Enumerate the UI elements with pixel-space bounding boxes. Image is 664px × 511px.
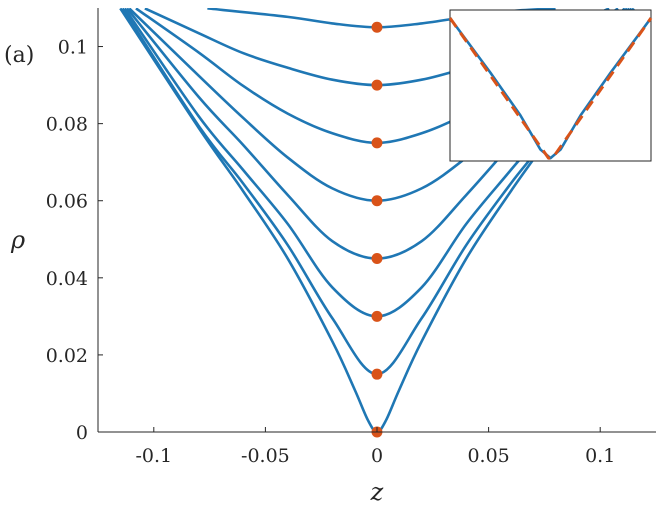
y-tick-label: 0.06 xyxy=(46,191,88,213)
x-tick-label: -0.1 xyxy=(135,445,172,467)
x-tick-label: 0 xyxy=(371,445,383,467)
marker-2 xyxy=(371,310,383,322)
x-axis-label: z xyxy=(370,478,384,506)
x-tick-label: 0.1 xyxy=(585,445,615,467)
y-tick-label: 0 xyxy=(76,422,88,444)
marker-7 xyxy=(371,21,383,33)
marker-3 xyxy=(371,253,383,265)
inset-solid-line xyxy=(448,17,653,160)
inset xyxy=(448,9,653,162)
inset-dashed-line xyxy=(448,17,653,160)
y-tick-label: 0.02 xyxy=(46,345,88,367)
x-ticks: -0.1 -0.05 0 0.05 0.1 xyxy=(135,427,615,467)
x-tick-label: 0.05 xyxy=(467,445,509,467)
y-axis-label: ρ xyxy=(10,226,25,254)
x-tick-label: -0.05 xyxy=(241,445,290,467)
markers xyxy=(371,21,383,438)
inset-frame xyxy=(449,9,652,162)
marker-1 xyxy=(371,368,383,380)
y-ticks: 0 0.02 0.04 0.06 0.08 0.1 xyxy=(46,37,103,444)
panel-label: (a) xyxy=(4,43,34,68)
curve-7 xyxy=(119,8,635,432)
y-tick-label: 0.04 xyxy=(46,268,88,290)
y-tick-label: 0.1 xyxy=(58,37,88,59)
marker-5 xyxy=(371,137,383,149)
marker-4 xyxy=(371,195,383,207)
marker-6 xyxy=(371,79,383,91)
y-tick-label: 0.08 xyxy=(46,114,88,136)
